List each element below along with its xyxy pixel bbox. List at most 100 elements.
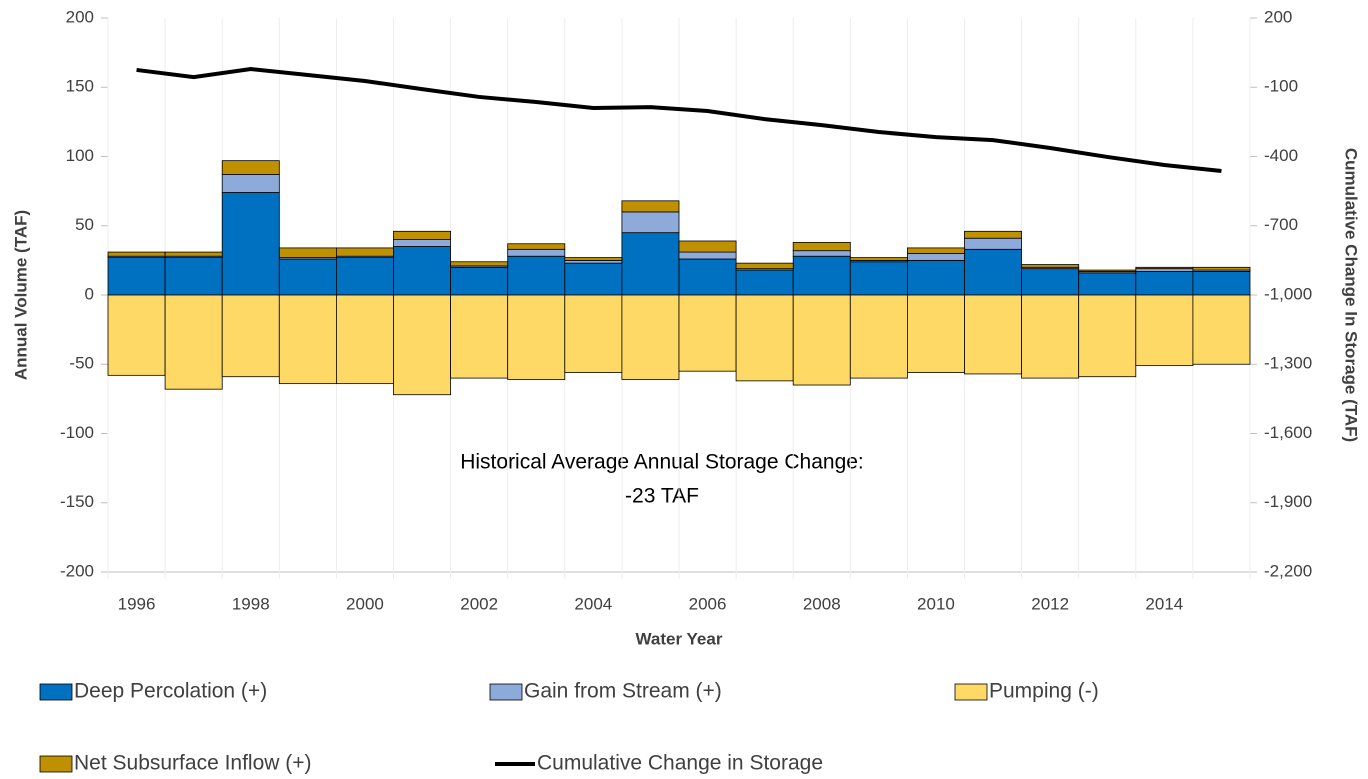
y-tick-label: 100 [66, 146, 94, 165]
y2-tick-label: -1,300 [1264, 354, 1312, 373]
bar [564, 262, 623, 296]
bar [907, 294, 965, 373]
y-axis-title: Annual Volume (TAF) [11, 210, 30, 380]
bar [1021, 294, 1080, 379]
bar [164, 257, 223, 296]
bar [964, 294, 1022, 375]
bar [335, 257, 394, 296]
bar [221, 294, 280, 378]
bar [107, 257, 166, 296]
bar [278, 258, 337, 296]
bar [1078, 269, 1137, 272]
bar [1135, 266, 1194, 270]
y-tick-label: 200 [66, 7, 94, 26]
bar [621, 200, 680, 213]
y2-axis-title: Cumulative Change In Storage (TAF) [1342, 148, 1361, 442]
bar [278, 247, 337, 259]
y2-tick-label: -2,200 [1264, 561, 1312, 580]
bar [621, 232, 680, 296]
bar [792, 294, 851, 386]
bar [335, 294, 394, 385]
y-tick-label: 0 [85, 284, 94, 303]
x-tick-label: 2010 [917, 594, 955, 613]
y-tick-label: -200 [60, 561, 94, 580]
y2-tick-label: -100 [1264, 77, 1298, 96]
bar [678, 294, 737, 372]
bar [1021, 268, 1080, 296]
y-tick-label: 150 [66, 77, 94, 96]
bar [450, 294, 509, 379]
bar [1021, 264, 1080, 268]
bar [849, 261, 908, 296]
bar [393, 294, 451, 396]
bar [221, 192, 280, 296]
x-tick-label: 2004 [574, 594, 612, 613]
bar [964, 248, 1022, 296]
x-tick-label: 1996 [118, 594, 156, 613]
x-tick-label: 2000 [346, 594, 384, 613]
y-tick-label: 50 [75, 215, 94, 234]
y2-tick-label: 200 [1264, 7, 1292, 26]
bar [164, 251, 223, 257]
bar [678, 258, 737, 296]
bar [107, 251, 166, 257]
x-axis-title: Water Year [636, 629, 723, 648]
legend-swatch [954, 683, 988, 701]
x-tick-label: 2008 [803, 594, 841, 613]
bar [393, 239, 451, 247]
bar [221, 174, 280, 193]
bar [507, 243, 566, 250]
bar [1078, 294, 1137, 378]
legend-label: Cumulative Change in Storage [537, 752, 823, 775]
bar [678, 251, 737, 260]
bar [164, 294, 223, 390]
bar [1078, 272, 1137, 296]
bar [735, 262, 794, 270]
annotation: -23 TAF [625, 485, 699, 508]
bar [221, 160, 280, 175]
bar [849, 294, 908, 379]
bar [735, 269, 794, 296]
bar [507, 255, 566, 296]
legend-swatch [489, 683, 523, 701]
y-tick-label: -100 [60, 423, 94, 442]
bar [564, 294, 623, 373]
legend-label: Gain from Stream (+) [524, 680, 722, 703]
bar [335, 247, 394, 257]
bar [393, 246, 451, 296]
bar [621, 294, 680, 380]
bar [450, 261, 509, 267]
bar [564, 257, 623, 261]
annotation: Historical Average Annual Storage Change… [460, 451, 864, 474]
legend-label: Deep Percolation (+) [74, 680, 267, 703]
legend-label: Net Subsurface Inflow (+) [74, 752, 312, 775]
bar [1192, 294, 1251, 365]
y2-tick-label: -700 [1264, 215, 1298, 234]
legend-swatch [39, 755, 73, 773]
bar [564, 259, 623, 264]
x-tick-label: 2002 [460, 594, 498, 613]
bar [393, 230, 451, 240]
bar [735, 294, 794, 382]
bar [1192, 271, 1251, 296]
bar [107, 294, 166, 376]
y-tick-label: -150 [60, 492, 94, 511]
bar [450, 266, 509, 296]
y2-tick-label: -1,900 [1264, 492, 1312, 511]
bar [907, 247, 965, 254]
bar [792, 255, 851, 296]
bar [621, 211, 680, 234]
bar [1192, 266, 1251, 271]
bar [1135, 268, 1194, 272]
bar [678, 240, 737, 253]
y-tick-label: -50 [69, 354, 94, 373]
bar [1135, 271, 1194, 296]
bar [792, 250, 851, 257]
x-tick-label: 2014 [1145, 594, 1183, 613]
x-tick-label: 2006 [689, 594, 727, 613]
legend-label: Pumping (-) [989, 680, 1099, 703]
bar [907, 253, 965, 261]
legend-swatch [39, 683, 73, 701]
bar [792, 241, 851, 252]
